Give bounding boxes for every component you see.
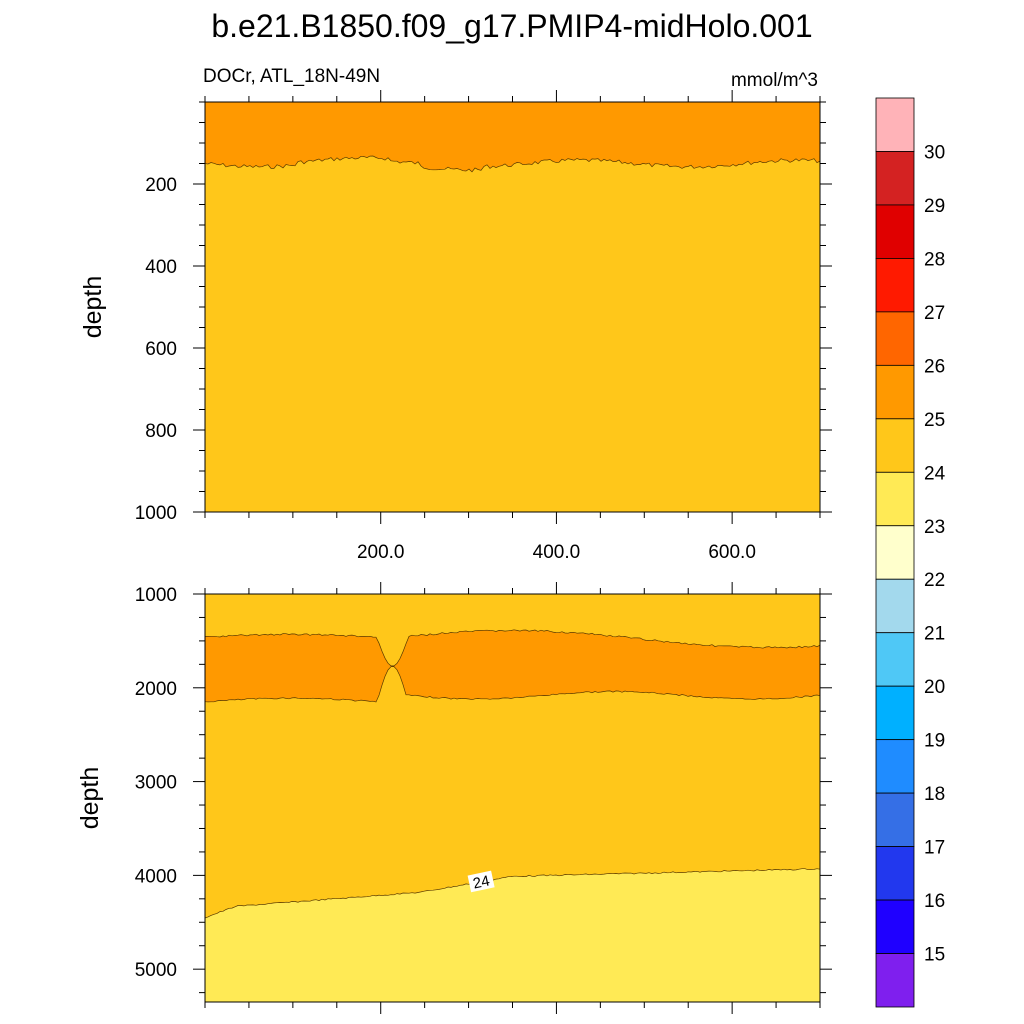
x-tick-label: 600.0 bbox=[708, 542, 756, 563]
colorbar-label: 23 bbox=[924, 517, 945, 538]
colorbar-label: 22 bbox=[924, 570, 945, 591]
band-25-26-upper bbox=[205, 102, 820, 173]
x-tick-label: 400.0 bbox=[533, 542, 581, 563]
x-tick-label: 200.0 bbox=[357, 542, 405, 563]
y-tick-label: 3000 bbox=[135, 773, 177, 794]
band-23-24-lower bbox=[205, 868, 820, 1002]
colorbar-box bbox=[875, 471, 915, 527]
colorbar-box bbox=[875, 632, 915, 687]
colorbar-label: 26 bbox=[924, 356, 945, 377]
upper-panel: 200 400 600 800 1000 depth bbox=[79, 90, 832, 524]
colorbar-label: 15 bbox=[924, 945, 945, 966]
contour-label-24: 24 bbox=[467, 870, 495, 893]
y-tick-label: 200 bbox=[145, 175, 177, 196]
colorbar-box bbox=[875, 685, 915, 741]
colorbar-box bbox=[875, 739, 915, 794]
colorbar-box bbox=[875, 525, 915, 580]
colorbar-box bbox=[875, 97, 915, 152]
lower-ticks: 1000 2000 3000 4000 5000 bbox=[135, 582, 832, 1014]
y-tick-label: 1000 bbox=[135, 585, 177, 606]
colorbar-box bbox=[875, 364, 915, 420]
y-tick-label: 5000 bbox=[135, 960, 177, 981]
colorbar-label: 29 bbox=[924, 196, 945, 217]
colorbar-box bbox=[875, 953, 915, 1008]
upper-ticks: 200 400 600 800 1000 bbox=[135, 90, 832, 524]
band-25-26-lower bbox=[205, 629, 820, 703]
colorbar-box bbox=[875, 151, 915, 206]
colorbar-label: 16 bbox=[924, 891, 945, 912]
colorbar-label: 20 bbox=[924, 677, 945, 698]
colorbar-label: 19 bbox=[924, 731, 945, 752]
lower-y-axis-label: depth bbox=[76, 767, 104, 830]
upper-y-axis-label: depth bbox=[79, 276, 107, 339]
colorbar-label: 28 bbox=[924, 249, 945, 270]
x-tick-labels: 200.0 400.0 600.0 bbox=[357, 542, 756, 563]
colorbar-label: 25 bbox=[924, 410, 945, 431]
y-tick-label: 2000 bbox=[135, 679, 177, 700]
colorbar-box bbox=[875, 792, 915, 847]
colorbar-box bbox=[875, 846, 915, 901]
colorbar-label: 30 bbox=[924, 143, 945, 164]
y-tick-label: 400 bbox=[145, 257, 177, 278]
colorbar-box bbox=[875, 258, 915, 313]
svg-text:24: 24 bbox=[471, 872, 491, 892]
colorbar-box bbox=[875, 899, 915, 954]
colorbar-box bbox=[875, 578, 915, 634]
colorbar: 30 29 28 27 26 25 24 23 22 21 20 19 18 17 16 15 bbox=[875, 97, 946, 1008]
colorbar-label: 18 bbox=[924, 784, 945, 805]
colorbar-box bbox=[875, 204, 915, 259]
y-tick-label: 800 bbox=[145, 421, 177, 442]
colorbar-label: 21 bbox=[924, 624, 945, 645]
colorbar-label: 24 bbox=[924, 463, 946, 484]
colorbar-label: 27 bbox=[924, 303, 945, 324]
variable-label: DOCr, ATL_18N-49N bbox=[203, 66, 380, 87]
y-tick-label: 600 bbox=[145, 339, 177, 360]
y-tick-label: 4000 bbox=[135, 866, 177, 887]
band-24-25-upper bbox=[205, 102, 820, 512]
chart-title: b.e21.B1850.f09_g17.PMIP4-midHolo.001 bbox=[211, 8, 812, 44]
colorbar-box bbox=[875, 418, 915, 473]
colorbar-label: 17 bbox=[924, 838, 945, 859]
colorbar-box bbox=[875, 311, 915, 366]
y-tick-label: 1000 bbox=[135, 503, 177, 524]
units-label: mmol/m^3 bbox=[731, 70, 818, 91]
lower-panel: 24 1000 2000 3000 4000 5000 depth bbox=[76, 582, 832, 1014]
